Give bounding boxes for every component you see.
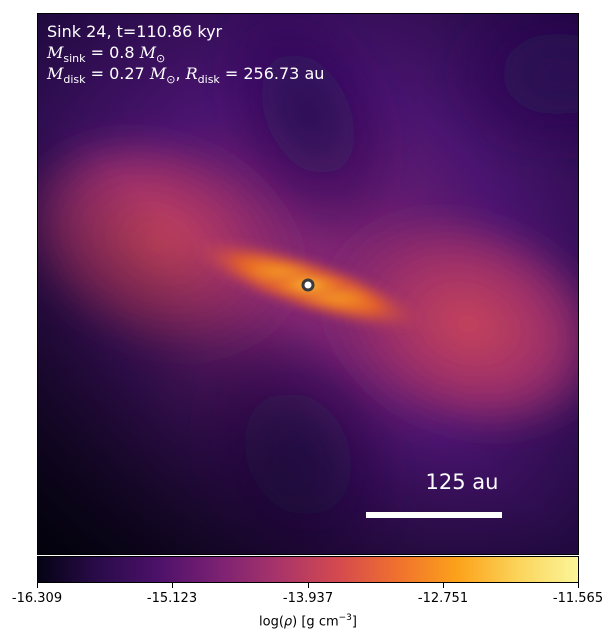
sink-marker [301,278,315,292]
density-map [37,13,579,555]
annotation-msink: Msink = 0.8 M⊙ [47,43,166,66]
density-image [38,14,578,554]
colorbar-tick [443,583,444,588]
annotation-line1: Sink 24, t=110.86 kyr [47,22,223,41]
colorbar-tick-label: -15.123 [146,591,198,606]
colorbar-tick-label: -12.751 [417,591,469,606]
colorbar-tick [37,583,38,588]
scale-bar-label: 125 au [425,470,499,494]
annotation-disk: Mdisk = 0.27 M⊙, Rdisk = 256.73 au [47,64,325,87]
colorbar-tick [578,583,579,588]
colorbar-tick-label: -13.937 [282,591,334,606]
colorbar-tick [172,583,173,588]
colorbar [37,556,579,583]
colorbar-tick-label: -11.565 [552,591,604,606]
colorbar-tick [308,583,309,588]
colorbar-label: log(ρ) [g cm−3] [259,613,357,630]
scale-bar [366,512,502,518]
colorbar-tick-label: -16.309 [11,591,63,606]
